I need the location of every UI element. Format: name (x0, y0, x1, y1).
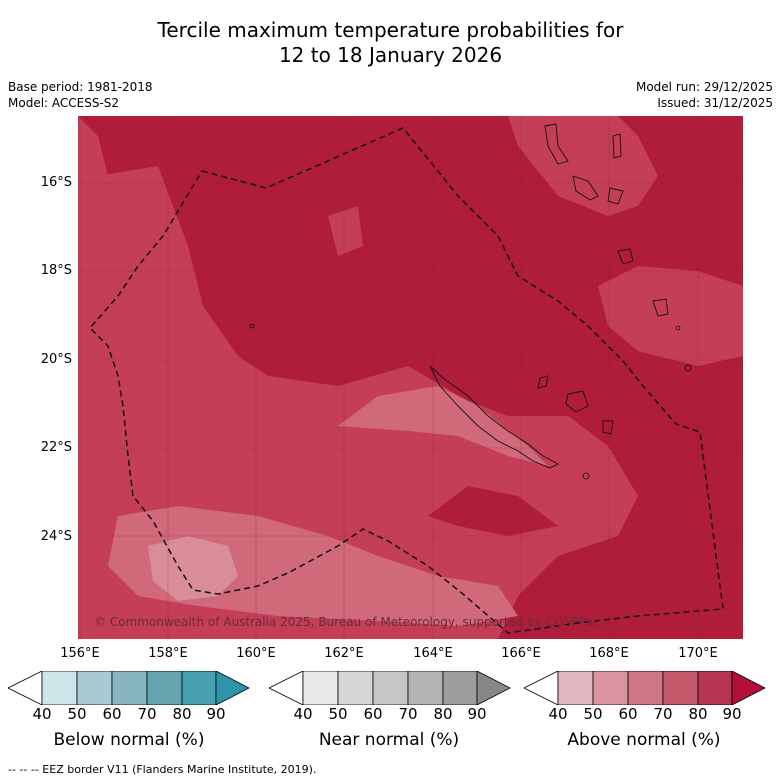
new-caledonia-landmass (429, 365, 559, 469)
tick: 70 (398, 705, 418, 723)
region-mid-islands (328, 206, 363, 256)
lon-label-158e: 158°E (148, 646, 188, 661)
region-light-central (338, 386, 548, 466)
meta-right: Model run: 29/12/2025 Issued: 31/12/2025 (636, 79, 773, 111)
near-normal-title: Near normal (%) (318, 730, 460, 750)
near-swatch-70-80 (407, 671, 444, 705)
gridlines (78, 116, 743, 639)
above-swatch-40-50 (557, 671, 594, 705)
vanuatu-island-5 (612, 133, 622, 159)
above-swatch-70-80 (662, 671, 699, 705)
above-swatch-50-60 (592, 671, 629, 705)
tick: 80 (433, 705, 453, 723)
lon-label-170e: 170°E (678, 646, 718, 661)
below-swatch-lt40 (8, 671, 43, 705)
copyright-text: © Commonwealth of Australia 2025, Bureau… (94, 615, 599, 629)
vanuatu-island-1 (544, 123, 569, 165)
lat-label-22s: 22°S (40, 440, 72, 455)
lon-label-166e: 166°E (501, 646, 541, 661)
eez-border (88, 127, 724, 634)
loyalty-island-3 (602, 420, 614, 435)
lon-label-168e: 168°E (589, 646, 629, 661)
lat-label-16s: 16°S (40, 175, 72, 190)
below-swatch-gt90 (215, 671, 250, 705)
near-swatch-60-70 (372, 671, 409, 705)
title-line-1: Tercile maximum temperature probabilitie… (157, 18, 624, 42)
below-swatch-80-90 (181, 671, 217, 705)
model-name: Model: ACCESS-S2 (8, 96, 120, 110)
colorbar-below-normal (8, 671, 250, 705)
eez-footnote: -- -- -- EEZ border V11 (Flanders Marine… (8, 763, 317, 776)
islet (675, 325, 681, 331)
region-mid-east (598, 266, 743, 366)
lon-label-164e: 164°E (413, 646, 453, 661)
tick: 40 (293, 705, 313, 723)
below-swatch-60-70 (111, 671, 148, 705)
vanuatu-island-2 (572, 175, 599, 201)
lat-label-24s: 24°S (40, 529, 72, 544)
above-swatch-lt40 (524, 671, 559, 705)
vanuatu-island-3 (607, 187, 624, 205)
below-normal-title: Below normal (%) (53, 730, 205, 750)
tick: 40 (32, 705, 52, 723)
loyalty-island-2 (565, 390, 589, 413)
tick: 80 (172, 705, 192, 723)
model-run: Model run: 29/12/2025 (635, 80, 773, 94)
near-swatch-80-90 (442, 671, 478, 705)
above-swatch-80-90 (697, 671, 733, 705)
colorbar-near-normal (269, 671, 511, 705)
near-swatch-50-60 (337, 671, 374, 705)
tick: 80 (688, 705, 708, 723)
tick: 60 (363, 705, 383, 723)
region-dark-south (428, 486, 558, 536)
lon-label-160e: 160°E (236, 646, 276, 661)
lon-label-156e: 156°E (60, 646, 100, 661)
lon-label-162e: 162°E (324, 646, 364, 661)
tick: 60 (102, 705, 122, 723)
base-period: Base period: 1981-2018 (8, 80, 153, 94)
above-normal-title: Above normal (%) (567, 730, 721, 750)
loyalty-island-1 (537, 375, 549, 389)
near-swatch-lt40 (269, 671, 304, 705)
tick: 70 (653, 705, 673, 723)
tick: 50 (583, 705, 603, 723)
islet (582, 472, 590, 480)
lat-label-18s: 18°S (40, 263, 72, 278)
colorbar-above-normal (524, 671, 766, 705)
near-swatch-40-50 (302, 671, 339, 705)
below-swatch-40-50 (41, 671, 78, 705)
islet (249, 323, 255, 329)
meta-left: Base period: 1981-2018 Model: ACCESS-S2 (8, 79, 153, 111)
above-swatch-gt90 (731, 671, 766, 705)
near-swatch-gt90 (476, 671, 511, 705)
tick: 90 (467, 705, 487, 723)
tick: 70 (137, 705, 157, 723)
issued-date: Issued: 31/12/2025 (657, 96, 773, 110)
probability-map: © Commonwealth of Australia 2025, Bureau… (78, 116, 743, 639)
tick: 50 (67, 705, 87, 723)
tick: 50 (328, 705, 348, 723)
below-swatch-50-60 (76, 671, 113, 705)
tick: 40 (548, 705, 568, 723)
below-swatch-70-80 (146, 671, 183, 705)
islet (684, 364, 692, 372)
above-swatch-60-70 (627, 671, 664, 705)
lat-label-20s: 20°S (40, 352, 72, 367)
title-line-2: 12 to 18 January 2026 (278, 43, 503, 67)
tick: 60 (618, 705, 638, 723)
tick: 90 (206, 705, 226, 723)
map-title: Tercile maximum temperature probabilitie… (0, 18, 781, 68)
region-mid-top (78, 116, 108, 236)
vanuatu-island-4 (617, 248, 634, 265)
tick: 90 (722, 705, 742, 723)
vanuatu-island-6 (652, 298, 669, 317)
